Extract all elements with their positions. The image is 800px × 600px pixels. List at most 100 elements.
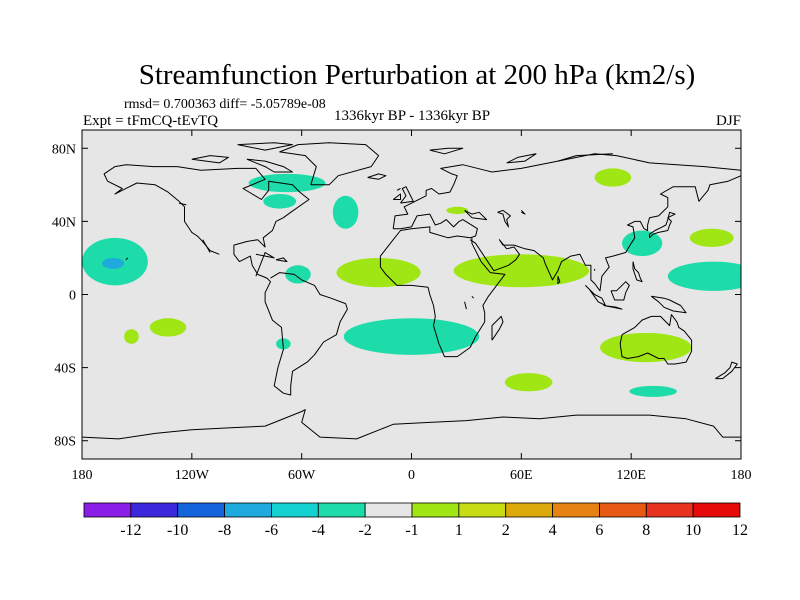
colorbar-swatch	[505, 502, 553, 518]
colorbar-swatch	[177, 502, 225, 518]
x-tick-label: 120W	[175, 468, 210, 483]
coastline	[191, 155, 229, 164]
period-text: 1336kyr BP - 1336kyr BP	[334, 108, 490, 124]
colorbar-label: -1	[405, 522, 418, 539]
map-panel	[81, 129, 742, 460]
colorbar-swatch	[224, 502, 272, 518]
coastline	[275, 257, 288, 263]
y-tick-label: 40N	[52, 215, 76, 230]
y-tick-label: 0	[69, 289, 76, 304]
coastline	[491, 315, 504, 341]
colorbar-swatch	[271, 502, 319, 518]
anomaly-region	[594, 168, 632, 187]
colorbar-swatch	[599, 502, 647, 518]
coastline	[82, 409, 741, 440]
coastline	[255, 252, 275, 277]
coastline	[392, 193, 401, 200]
anomaly-region	[102, 257, 125, 269]
colorbar-swatch	[692, 502, 741, 518]
colorbar-label: 8	[642, 522, 650, 539]
x-tick-label: 120E	[616, 468, 646, 483]
colorbar-swatch	[645, 502, 694, 518]
anomaly-region	[124, 329, 139, 344]
coastline	[103, 173, 220, 255]
anomaly-region	[446, 206, 469, 215]
coastline	[379, 213, 506, 358]
coastline	[464, 209, 488, 221]
coastline	[202, 239, 211, 253]
coastline	[246, 158, 293, 173]
axis-ticks: 180 120W 60W 0 60E 120E 180 80N 40N 0 40S 80S	[52, 130, 752, 483]
anomaly-region	[622, 230, 663, 257]
coastline	[178, 202, 187, 206]
colorbar-swatch	[552, 502, 600, 518]
anomaly-layer	[82, 168, 741, 397]
coastline	[650, 295, 687, 314]
coastline	[715, 361, 738, 380]
coastline	[497, 209, 511, 228]
colorbar-label: -2	[358, 522, 371, 539]
anomaly-region	[689, 228, 734, 247]
coastline	[649, 211, 676, 239]
coastline	[396, 188, 401, 191]
experiment-text: Expt = tFmCQ-tEvTQ	[83, 113, 218, 129]
coastline-layer	[82, 142, 741, 440]
colorbar-label: 4	[549, 522, 557, 539]
coastline	[429, 147, 464, 155]
x-tick-label: 180	[731, 468, 752, 483]
coastline	[603, 305, 623, 310]
colorbar: -12 -10 -8 -6 -4 -2 -1 1 2 4 6 8 10 12	[83, 502, 748, 539]
colorbar-swatch	[364, 502, 413, 518]
y-tick-label: 80S	[54, 435, 76, 450]
anomaly-region	[332, 195, 359, 229]
colorbar-label: -4	[312, 522, 325, 539]
colorbar-label: -8	[218, 522, 231, 539]
colorbar-swatch	[411, 502, 460, 518]
coastline	[103, 164, 348, 396]
coastline	[610, 281, 630, 301]
colorbar-swatch	[317, 502, 366, 518]
chart-title: Streamfunction Perturbation at 200 hPa (…	[139, 59, 696, 91]
stats-text: rmsd= 0.700363 diff= -5.05789e-08	[124, 97, 326, 112]
anomaly-region	[248, 173, 326, 193]
coastline	[557, 153, 613, 162]
coastline	[400, 186, 414, 204]
coastline	[469, 175, 741, 292]
coastline	[619, 314, 693, 365]
colorbar-label: -10	[167, 522, 188, 539]
anomaly-region	[336, 257, 421, 288]
x-tick-label: 60E	[510, 468, 533, 483]
anomaly-region	[504, 373, 553, 392]
anomaly-region	[285, 265, 311, 284]
anomaly-region	[600, 332, 692, 363]
coastline	[279, 142, 380, 186]
colorbar-label: -12	[120, 522, 141, 539]
colorbar-label: -6	[265, 522, 278, 539]
anomaly-region	[263, 193, 297, 209]
coastline	[237, 142, 293, 151]
colorbar-label: 12	[732, 522, 748, 539]
colorbar-swatch	[83, 502, 132, 518]
anomaly-region	[149, 318, 187, 337]
x-tick-label: 0	[408, 468, 415, 483]
colorbar-label: 6	[595, 522, 603, 539]
y-tick-label: 40S	[54, 362, 76, 377]
colorbar-label: 10	[685, 522, 701, 539]
colorbar-swatch	[130, 502, 179, 518]
anomaly-region	[343, 318, 480, 355]
coastline	[557, 276, 561, 284]
coastline	[471, 295, 475, 299]
y-tick-label: 80N	[52, 142, 76, 157]
colorbar-swatch	[458, 502, 507, 518]
coastline	[506, 153, 537, 164]
anomaly-region	[667, 261, 741, 291]
map-background	[82, 130, 741, 459]
x-tick-label: 60W	[288, 468, 316, 483]
season-text: DJF	[716, 113, 741, 129]
anomaly-region	[453, 254, 590, 288]
coastline	[464, 301, 467, 310]
x-tick-label: 180	[72, 468, 93, 483]
colorbar-label: 1	[455, 522, 463, 539]
coastline	[520, 210, 526, 215]
